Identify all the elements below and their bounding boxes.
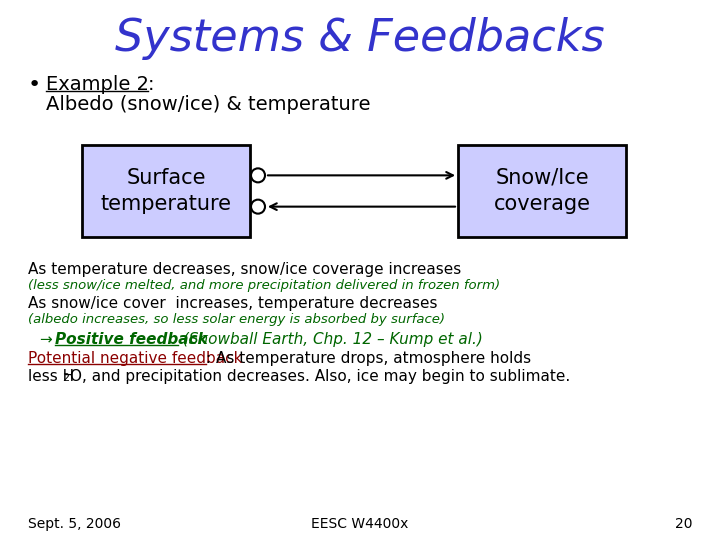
- Text: (albedo increases, so less solar energy is absorbed by surface): (albedo increases, so less solar energy …: [28, 313, 445, 326]
- Text: : As temperature drops, atmosphere holds: : As temperature drops, atmosphere holds: [206, 351, 531, 366]
- Text: (Snowball Earth, Chp. 12 – Kump et al.): (Snowball Earth, Chp. 12 – Kump et al.): [178, 332, 483, 347]
- Text: Albedo (snow/ice) & temperature: Albedo (snow/ice) & temperature: [46, 96, 371, 114]
- Text: (less snow/ice melted, and more precipitation delivered in frozen form): (less snow/ice melted, and more precipit…: [28, 279, 500, 292]
- Text: 20: 20: [675, 517, 692, 531]
- Text: Systems & Feedbacks: Systems & Feedbacks: [115, 17, 605, 59]
- Text: 2: 2: [62, 373, 69, 383]
- FancyBboxPatch shape: [82, 145, 250, 237]
- Text: •: •: [28, 75, 41, 95]
- Text: Snow/Ice
coverage: Snow/Ice coverage: [493, 168, 590, 214]
- Text: Sept. 5, 2006: Sept. 5, 2006: [28, 517, 121, 531]
- Text: Example 2: Example 2: [46, 76, 149, 94]
- Text: less H: less H: [28, 369, 74, 384]
- Circle shape: [251, 200, 265, 214]
- Text: Positive feedback: Positive feedback: [55, 332, 207, 347]
- Text: As temperature decreases, snow/ice coverage increases: As temperature decreases, snow/ice cover…: [28, 262, 462, 277]
- Text: Potential negative feedback: Potential negative feedback: [28, 351, 243, 366]
- Text: →: →: [40, 332, 58, 347]
- Circle shape: [251, 168, 265, 183]
- Text: EESC W4400x: EESC W4400x: [311, 517, 409, 531]
- Text: O, and precipitation decreases. Also, ice may begin to sublimate.: O, and precipitation decreases. Also, ic…: [70, 369, 570, 384]
- Text: As snow/ice cover  increases, temperature decreases: As snow/ice cover increases, temperature…: [28, 296, 438, 311]
- FancyBboxPatch shape: [458, 145, 626, 237]
- Text: Surface
temperature: Surface temperature: [101, 168, 232, 214]
- Text: :: :: [148, 76, 155, 94]
